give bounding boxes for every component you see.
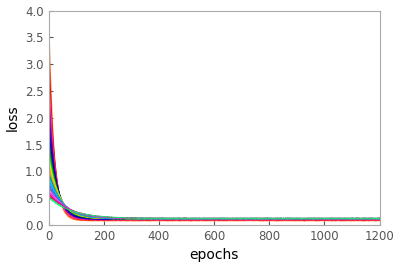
Y-axis label: loss: loss: [6, 105, 20, 131]
X-axis label: epochs: epochs: [189, 248, 239, 262]
